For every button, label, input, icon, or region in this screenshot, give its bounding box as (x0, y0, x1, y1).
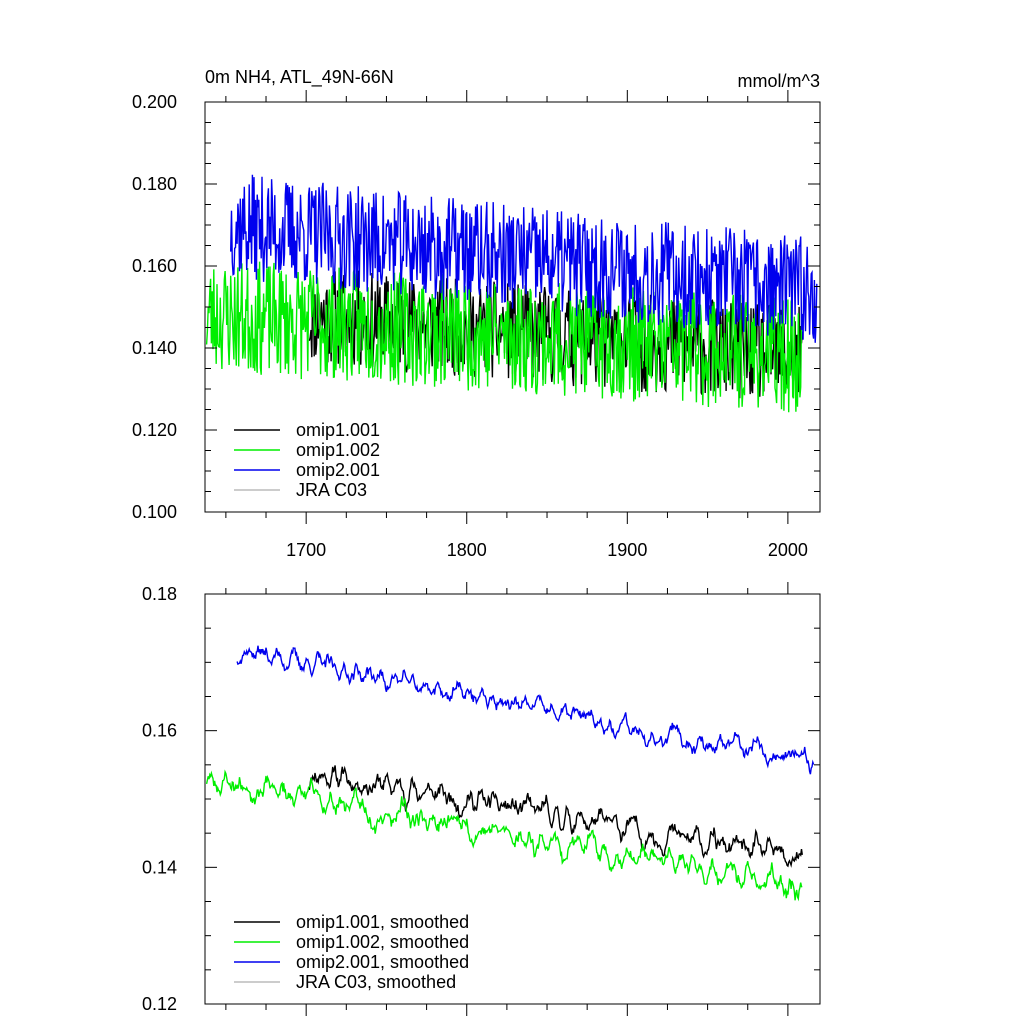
series-layer-top (205, 174, 818, 413)
series-layer-bottom (205, 645, 815, 902)
x-tick-label: 1900 (607, 540, 647, 560)
legend-label: omip1.001 (296, 420, 380, 440)
legend-label: omip1.002 (296, 440, 380, 460)
legend-label: JRA C03, smoothed (296, 972, 456, 992)
y-tick-label: 0.16 (142, 721, 177, 741)
x-tick-label: 1800 (447, 540, 487, 560)
series-line-omip1-002 (205, 261, 803, 413)
y-tick-label: 0.160 (132, 256, 177, 276)
panel-bottom: 0.120.140.160.18 omip1.001, smoothedomip… (142, 582, 821, 1016)
chart-units: mmol/m^3 (738, 71, 820, 91)
axes-layer-top: 1700 1800 1900 2000 0.100 0.120 0.140 0.160 0.18… (132, 90, 820, 560)
legend-label: JRA C03 (296, 480, 367, 500)
x-tick-label: 1700 (286, 540, 326, 560)
y-tick-label: 0.200 (132, 92, 177, 112)
x-tick-label: 2000 (768, 540, 808, 560)
y-tick-label: 0.100 (132, 502, 177, 522)
legend-label: omip1.002, smoothed (296, 932, 469, 952)
legend-label: omip2.001 (296, 460, 380, 480)
series-line-omip2-001-smoothed (236, 645, 815, 775)
y-tick-label: 0.140 (132, 338, 177, 358)
legend-label: omip1.001, smoothed (296, 912, 469, 932)
series-line-omip1-002-smoothed (205, 769, 803, 902)
y-tick-label: 0.14 (142, 857, 177, 877)
y-tick-label: 0.120 (132, 420, 177, 440)
y-tick-label: 0.180 (132, 174, 177, 194)
y-tick-label: 0.12 (142, 994, 177, 1014)
panel-top: 0m NH4, ATL_49N-66N mmol/m^3 1700 1800 190… (132, 67, 821, 560)
y-tick-label: 0.18 (142, 584, 177, 604)
chart-title: 0m NH4, ATL_49N-66N (205, 67, 394, 88)
legend-label: omip2.001, smoothed (296, 952, 469, 972)
series-line-omip2-001 (230, 174, 818, 343)
axes-layer-bottom: 0.12 0.14 0.16 0.18 (142, 582, 820, 1016)
series-line-omip1-001-smoothed (308, 765, 803, 868)
